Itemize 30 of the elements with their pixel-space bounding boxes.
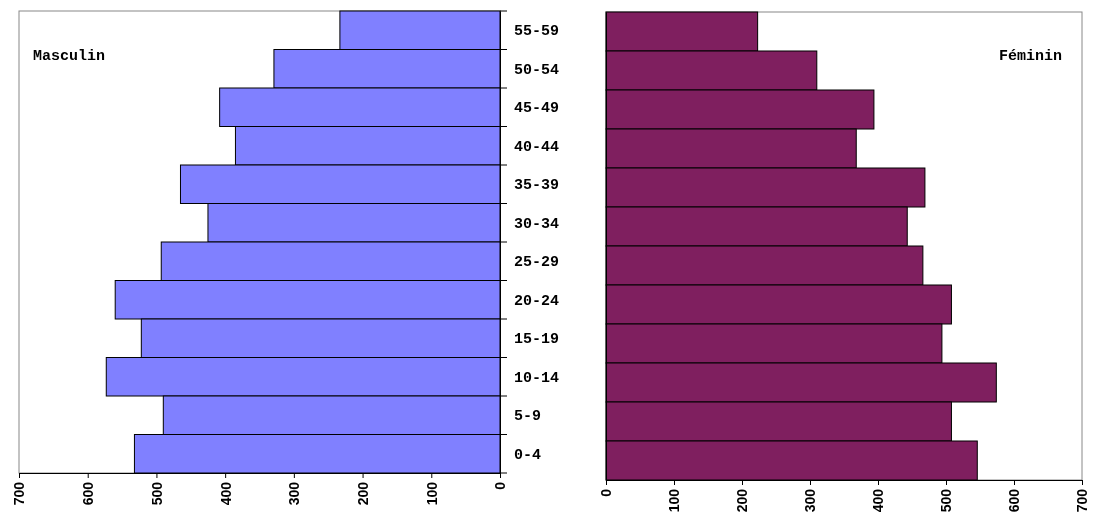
x-tick-label: 200 — [354, 481, 371, 506]
x-tick-label: 700 — [11, 481, 28, 506]
x-tick-label: 400 — [217, 481, 234, 506]
x-tick-label: 500 — [938, 488, 955, 513]
y-tick-label: 5-9 — [514, 408, 542, 426]
y-tick-label: 40-44 — [514, 138, 560, 156]
x-tick-label: 200 — [734, 488, 751, 513]
y-tick-label: 25-29 — [514, 254, 560, 272]
x-tick-label: 600 — [1006, 488, 1023, 513]
x-tick-label: 0 — [492, 481, 509, 490]
y-tick-label: 0-4 — [514, 446, 542, 464]
x-tick-label: 300 — [802, 488, 819, 513]
y-tick-label: 55-59 — [514, 23, 560, 41]
x-tick-label: 100 — [423, 481, 440, 506]
y-tick-label: 45-49 — [514, 100, 560, 118]
x-tick-label: 300 — [286, 481, 303, 506]
x-tick-label: 700 — [1074, 488, 1091, 513]
annotation: Féminin — [998, 48, 1062, 65]
x-tick-label: 500 — [148, 481, 165, 506]
x-tick-label: 100 — [666, 488, 683, 513]
annotation: Masculin — [33, 48, 106, 65]
y-tick-label: 50-54 — [514, 61, 560, 79]
x-tick-label: 400 — [870, 488, 887, 513]
y-tick-label: 15-19 — [514, 331, 560, 349]
y-tick-label: 30-34 — [514, 215, 560, 233]
x-tick-label: 600 — [80, 481, 97, 506]
y-tick-label: 20-24 — [514, 292, 560, 310]
y-tick-label: 10-14 — [514, 369, 560, 387]
y-tick-label: 35-39 — [514, 177, 560, 195]
x-tick-label: 0 — [598, 488, 615, 497]
